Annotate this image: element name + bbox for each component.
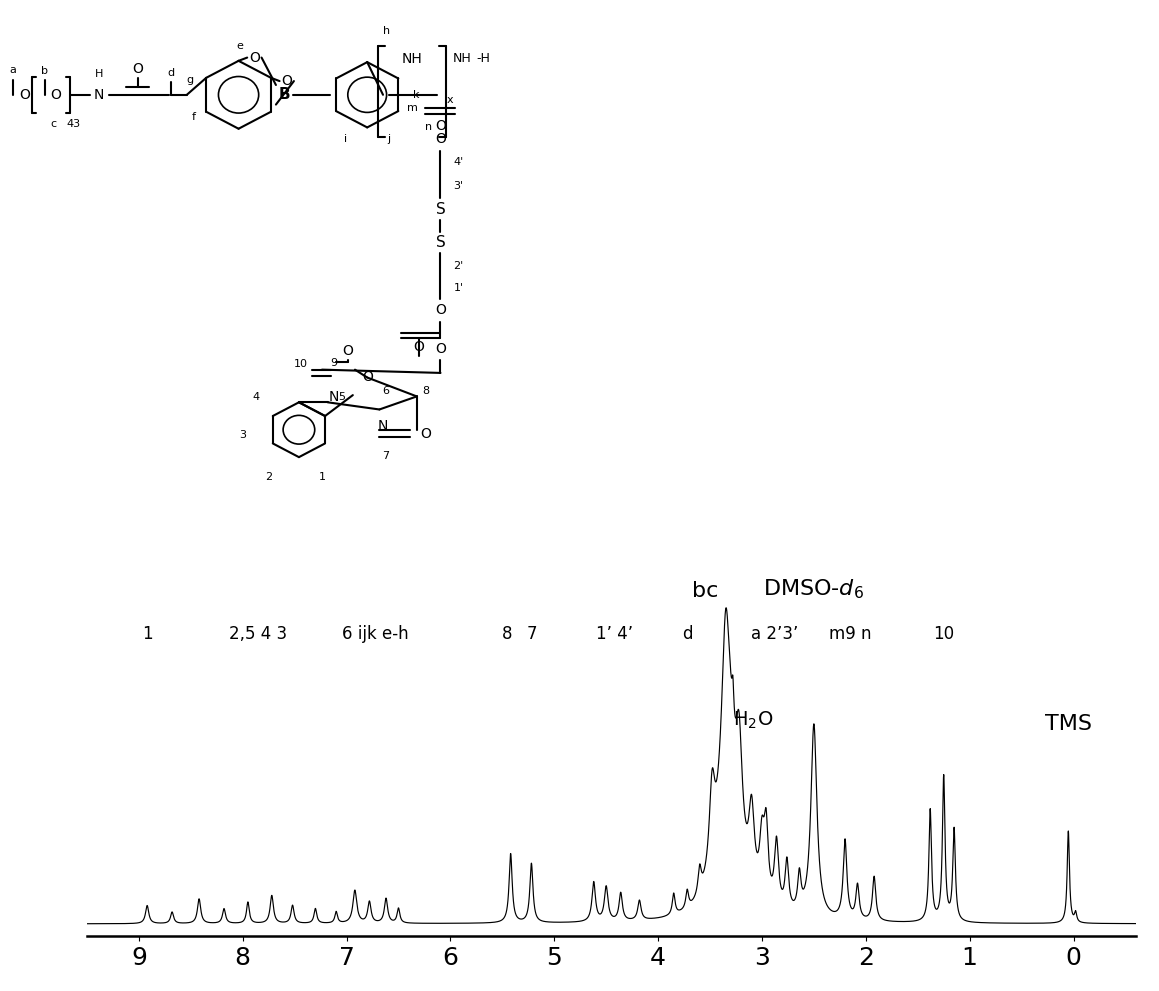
Text: 10: 10 <box>933 625 954 643</box>
Text: 5: 5 <box>338 392 345 402</box>
Text: H: H <box>95 69 103 79</box>
Text: NH: NH <box>402 52 423 65</box>
Text: O: O <box>342 345 353 359</box>
Text: 3': 3' <box>453 181 464 191</box>
Text: i: i <box>344 134 348 144</box>
Text: 8: 8 <box>423 386 430 396</box>
Text: x: x <box>446 95 453 105</box>
Text: n: n <box>424 123 432 133</box>
Text: a 2’3’: a 2’3’ <box>751 625 799 643</box>
Text: DMSO-$d_6$: DMSO-$d_6$ <box>764 578 865 602</box>
Text: -H: -H <box>476 53 490 65</box>
Text: 8: 8 <box>502 625 512 643</box>
Text: N: N <box>378 419 388 433</box>
Text: B: B <box>279 87 291 102</box>
Text: O: O <box>414 340 424 354</box>
Text: c: c <box>51 119 57 129</box>
Text: m: m <box>407 103 418 113</box>
Text: 1': 1' <box>453 283 464 293</box>
Text: O: O <box>435 343 446 357</box>
Text: N: N <box>328 390 338 404</box>
Text: H$_2$O: H$_2$O <box>732 710 773 731</box>
Text: O: O <box>51 88 61 102</box>
Text: NH: NH <box>453 53 472 65</box>
Text: 1: 1 <box>319 472 326 482</box>
Text: 6 ijk e-h: 6 ijk e-h <box>342 625 409 643</box>
Text: O: O <box>435 119 446 133</box>
Text: 4: 4 <box>253 392 260 402</box>
Text: N: N <box>94 88 104 102</box>
Text: 9: 9 <box>330 358 337 368</box>
Text: 3: 3 <box>240 430 247 440</box>
Text: 2': 2' <box>453 262 464 272</box>
Text: O: O <box>249 51 260 64</box>
Text: 4': 4' <box>453 157 464 167</box>
Text: d: d <box>167 67 175 77</box>
Text: 2,5 4 3: 2,5 4 3 <box>229 625 287 643</box>
Text: j: j <box>387 134 391 144</box>
Text: 10: 10 <box>293 360 307 370</box>
Text: O: O <box>362 371 373 385</box>
Text: O: O <box>435 132 446 147</box>
Text: O: O <box>435 303 446 317</box>
Text: O: O <box>282 74 292 88</box>
Text: h: h <box>382 27 391 37</box>
Text: a: a <box>9 65 16 75</box>
Text: 7: 7 <box>381 452 388 462</box>
Text: O: O <box>132 61 144 75</box>
Text: 1: 1 <box>141 625 153 643</box>
Text: bc: bc <box>692 582 719 602</box>
Text: 2: 2 <box>265 472 272 482</box>
Text: S: S <box>436 202 445 217</box>
Text: O: O <box>19 88 30 102</box>
Text: TMS: TMS <box>1044 715 1092 734</box>
Text: g: g <box>187 75 194 85</box>
Text: m9 n: m9 n <box>829 625 872 643</box>
Text: b: b <box>41 66 48 76</box>
Text: 6: 6 <box>382 386 389 396</box>
Text: O: O <box>421 427 431 441</box>
Text: d: d <box>681 625 692 643</box>
Text: 1’ 4’: 1’ 4’ <box>596 625 633 643</box>
Text: k: k <box>413 90 420 100</box>
Text: S: S <box>436 235 445 250</box>
Text: e: e <box>236 41 243 51</box>
X-axis label: ppm: ppm <box>577 987 646 991</box>
Text: f: f <box>192 112 196 122</box>
Text: 43: 43 <box>66 119 80 129</box>
Text: 7: 7 <box>526 625 537 643</box>
